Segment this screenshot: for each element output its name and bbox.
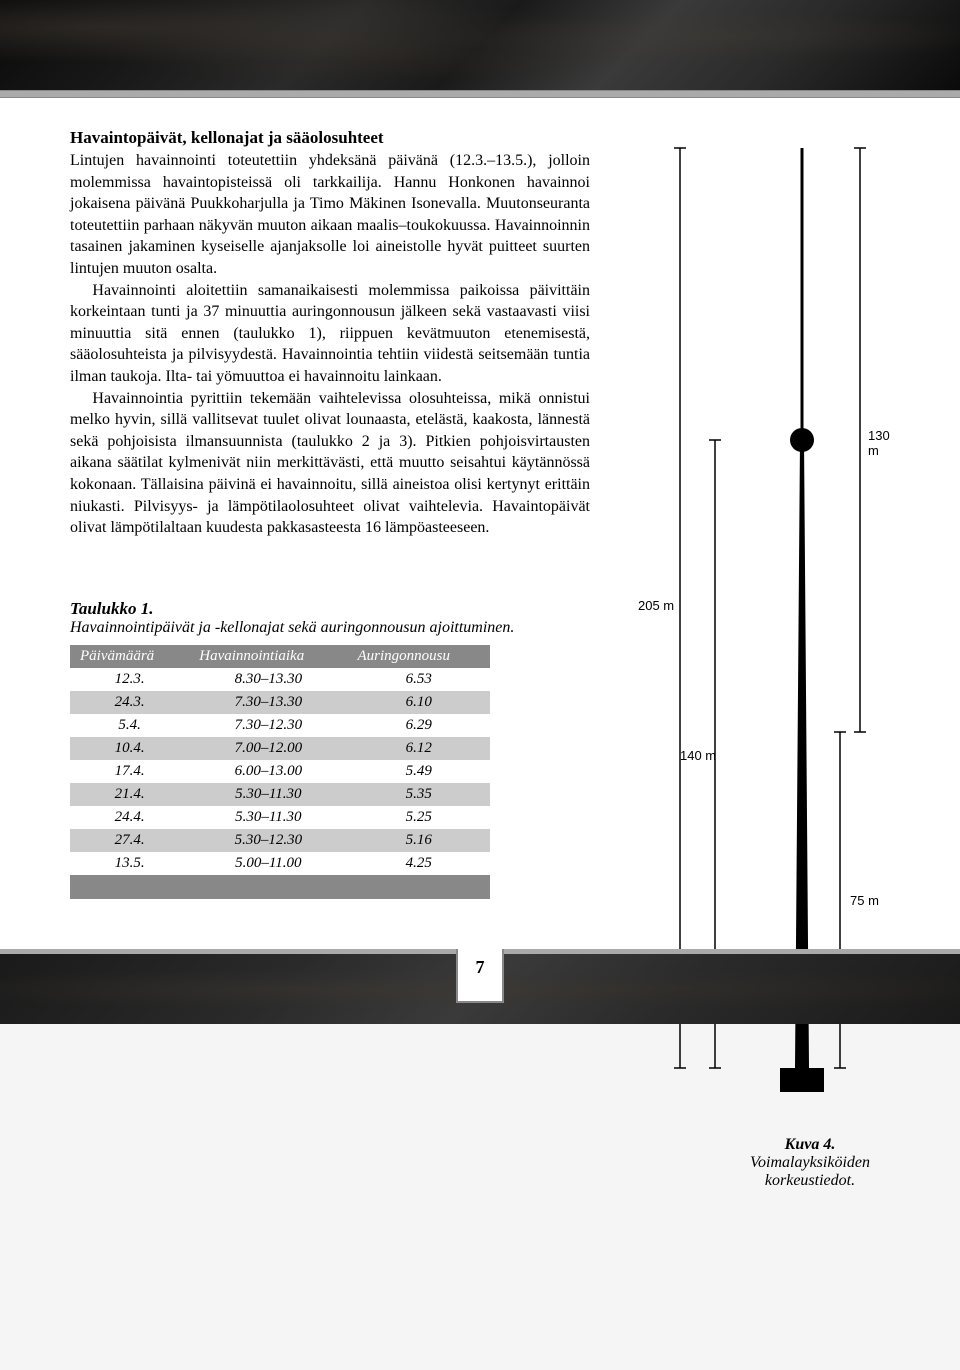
table-cell: 5.30–11.30: [189, 783, 347, 806]
table-row: 13.5.5.00–11.004.25: [70, 852, 490, 875]
figure-caption: Kuva 4. Voimalayksiköiden korkeustiedot.: [730, 1136, 890, 1190]
table-row: 17.4.6.00–13.005.49: [70, 760, 490, 783]
table-cell: 5.35: [348, 783, 490, 806]
figure-title: Kuva 4.: [785, 1136, 836, 1153]
page: Havaintopäivät, kellonajat ja sääolosuht…: [0, 0, 960, 1024]
table-cell: 6.10: [348, 691, 490, 714]
table-cell: 24.4.: [70, 806, 189, 829]
table-cell: 8.30–13.30: [189, 668, 347, 691]
table-title: Taulukko 1.: [70, 599, 590, 619]
table-cell: 6.53: [348, 668, 490, 691]
table-cell: 5.30–12.30: [189, 829, 347, 852]
table-cell: 4.25: [348, 852, 490, 875]
header-texture: [0, 0, 960, 90]
table-section: Taulukko 1. Havainnointipäivät ja -kello…: [70, 599, 590, 899]
table-body: 12.3.8.30–13.306.5324.3.7.30–13.306.105.…: [70, 668, 490, 899]
table-cell: 6.00–13.00: [189, 760, 347, 783]
measurement-label: 75 m: [850, 893, 879, 908]
table-cell: 5.25: [348, 806, 490, 829]
table-cell: 12.3.: [70, 668, 189, 691]
table-row: 24.3.7.30–13.306.10: [70, 691, 490, 714]
table-cell: 21.4.: [70, 783, 189, 806]
measurement-label: 140 m: [680, 748, 716, 763]
header-divider: [0, 90, 960, 98]
table-caption: Havainnointipäivät ja -kellonajat sekä a…: [70, 619, 590, 637]
table-col-header: Havainnointiaika: [189, 645, 347, 668]
measurement-label: 130 m: [868, 428, 890, 458]
table-cell: 13.5.: [70, 852, 189, 875]
figure-column: 205 m 140 m 130 m 75 m Kuva 4. Voimalayk…: [610, 128, 890, 899]
measurement-label: 205 m: [638, 598, 674, 613]
table-cell: [348, 875, 490, 899]
paragraph: Havainnointi aloitettiin samanaikaisesti…: [70, 280, 590, 388]
table-cell: 5.00–11.00: [189, 852, 347, 875]
table-cell: 6.29: [348, 714, 490, 737]
content-area: Havaintopäivät, kellonajat ja sääolosuht…: [0, 98, 960, 919]
table-cell: 7.00–12.00: [189, 737, 347, 760]
table-cell: [70, 875, 189, 899]
table-cell: 5.30–11.30: [189, 806, 347, 829]
observation-table: Päivämäärä Havainnointiaika Auringonnous…: [70, 645, 490, 899]
table-cell: 10.4.: [70, 737, 189, 760]
table-col-header: Päivämäärä: [70, 645, 189, 668]
page-number: 7: [456, 949, 504, 1003]
table-cell: 5.4.: [70, 714, 189, 737]
figure-caption-text: Voimalayksiköiden korkeustiedot.: [750, 1154, 870, 1189]
table-cell: 7.30–12.30: [189, 714, 347, 737]
paragraph: Havainnointia pyrittiin tekemään vaihtel…: [70, 388, 590, 539]
table-col-header: Auringonnousu: [348, 645, 490, 668]
body-text: Lintujen havainnointi toteutettiin yhdek…: [70, 150, 590, 539]
table-cell: 5.49: [348, 760, 490, 783]
table-cell: 6.12: [348, 737, 490, 760]
table-row: 5.4.7.30–12.306.29: [70, 714, 490, 737]
section-heading: Havaintopäivät, kellonajat ja sääolosuht…: [70, 128, 590, 148]
table-cell: 7.30–13.30: [189, 691, 347, 714]
table-cell: 24.3.: [70, 691, 189, 714]
paragraph: Lintujen havainnointi toteutettiin yhdek…: [70, 150, 590, 280]
table-footer-row: [70, 875, 490, 899]
table-cell: 5.16: [348, 829, 490, 852]
table-cell: 27.4.: [70, 829, 189, 852]
table-row: 12.3.8.30–13.306.53: [70, 668, 490, 691]
table-cell: 17.4.: [70, 760, 189, 783]
table-row: 24.4.5.30–11.305.25: [70, 806, 490, 829]
footer-bar: 7: [0, 949, 960, 1024]
table-row: 21.4.5.30–11.305.35: [70, 783, 490, 806]
text-column: Havaintopäivät, kellonajat ja sääolosuht…: [70, 128, 610, 899]
table-cell: [189, 875, 347, 899]
table-row: 27.4.5.30–12.305.16: [70, 829, 490, 852]
table-row: 10.4.7.00–12.006.12: [70, 737, 490, 760]
